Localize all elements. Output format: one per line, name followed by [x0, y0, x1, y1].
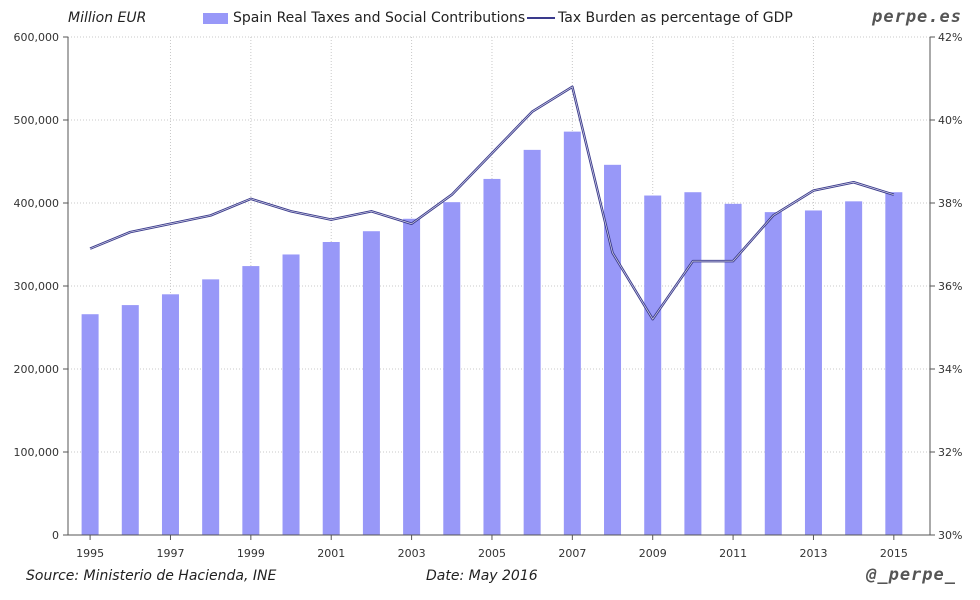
axes: [63, 36, 935, 540]
bar: [81, 314, 99, 535]
bar: [242, 266, 260, 535]
y-left-tick-label: 0: [52, 529, 59, 542]
bar: [724, 203, 742, 535]
bar: [483, 178, 501, 535]
bar: [804, 210, 822, 535]
legend-line-label: Tax Burden as percentage of GDP: [558, 10, 793, 26]
y-left-tick-label: 600,000: [14, 31, 60, 44]
line-series-highlight: [89, 86, 894, 320]
x-tick-label: 1999: [237, 547, 265, 560]
x-tick-label: 2011: [719, 547, 747, 560]
source-note: Source: Ministerio de Hacienda, INE: [26, 568, 277, 584]
y-right-tick-label: 38%: [938, 197, 962, 210]
bar: [403, 218, 421, 535]
date-note: Date: May 2016: [426, 568, 538, 584]
x-tick-label: 2015: [880, 547, 908, 560]
x-tick-label: 2009: [639, 547, 667, 560]
bar: [523, 149, 541, 535]
author-handle: @_perpe_: [866, 565, 956, 585]
y-right-tick-label: 36%: [938, 280, 962, 293]
bar: [684, 192, 702, 535]
bar: [563, 131, 581, 535]
bar: [161, 294, 179, 535]
y-left-tick-label: 400,000: [14, 197, 60, 210]
bar: [845, 201, 863, 535]
bar: [443, 202, 461, 536]
y-right-tick-label: 42%: [938, 31, 962, 44]
bar-series: [81, 131, 903, 536]
bar: [322, 242, 340, 535]
line-series: [89, 85, 895, 321]
y-right-tick-label: 32%: [938, 446, 962, 459]
bar: [362, 231, 380, 535]
bar: [282, 254, 300, 535]
y-left-tick-label: 200,000: [14, 363, 60, 376]
x-tick-label: 1997: [156, 547, 184, 560]
bar: [121, 305, 139, 535]
x-tick-label: 1995: [76, 547, 104, 560]
x-tick-label: 2001: [317, 547, 345, 560]
legend-bar-swatch: [203, 13, 228, 24]
bar: [202, 279, 220, 535]
left-axis-unit-label: Million EUR: [68, 10, 147, 26]
bar: [885, 192, 903, 535]
x-tick-label: 2013: [799, 547, 827, 560]
y-left-tick-label: 300,000: [14, 280, 60, 293]
y-right-tick-label: 30%: [938, 529, 962, 542]
bar: [604, 164, 622, 535]
bar: [644, 195, 662, 535]
y-left-tick-label: 500,000: [14, 114, 60, 127]
y-left-tick-label: 100,000: [14, 446, 60, 459]
y-right-tick-label: 40%: [938, 114, 962, 127]
bar: [764, 212, 782, 535]
legend-line-swatch: [527, 17, 555, 19]
tick-labels: 0 100,000 200,000 300,000 400,000 500,000 600,…: [14, 31, 963, 560]
x-tick-label: 2003: [398, 547, 426, 560]
y-right-tick-label: 34%: [938, 363, 962, 376]
legend-bar-label: Spain Real Taxes and Social Contribution…: [233, 10, 526, 26]
x-tick-label: 2007: [558, 547, 586, 560]
x-tick-label: 2005: [478, 547, 506, 560]
watermark: perpe.es: [872, 7, 962, 27]
